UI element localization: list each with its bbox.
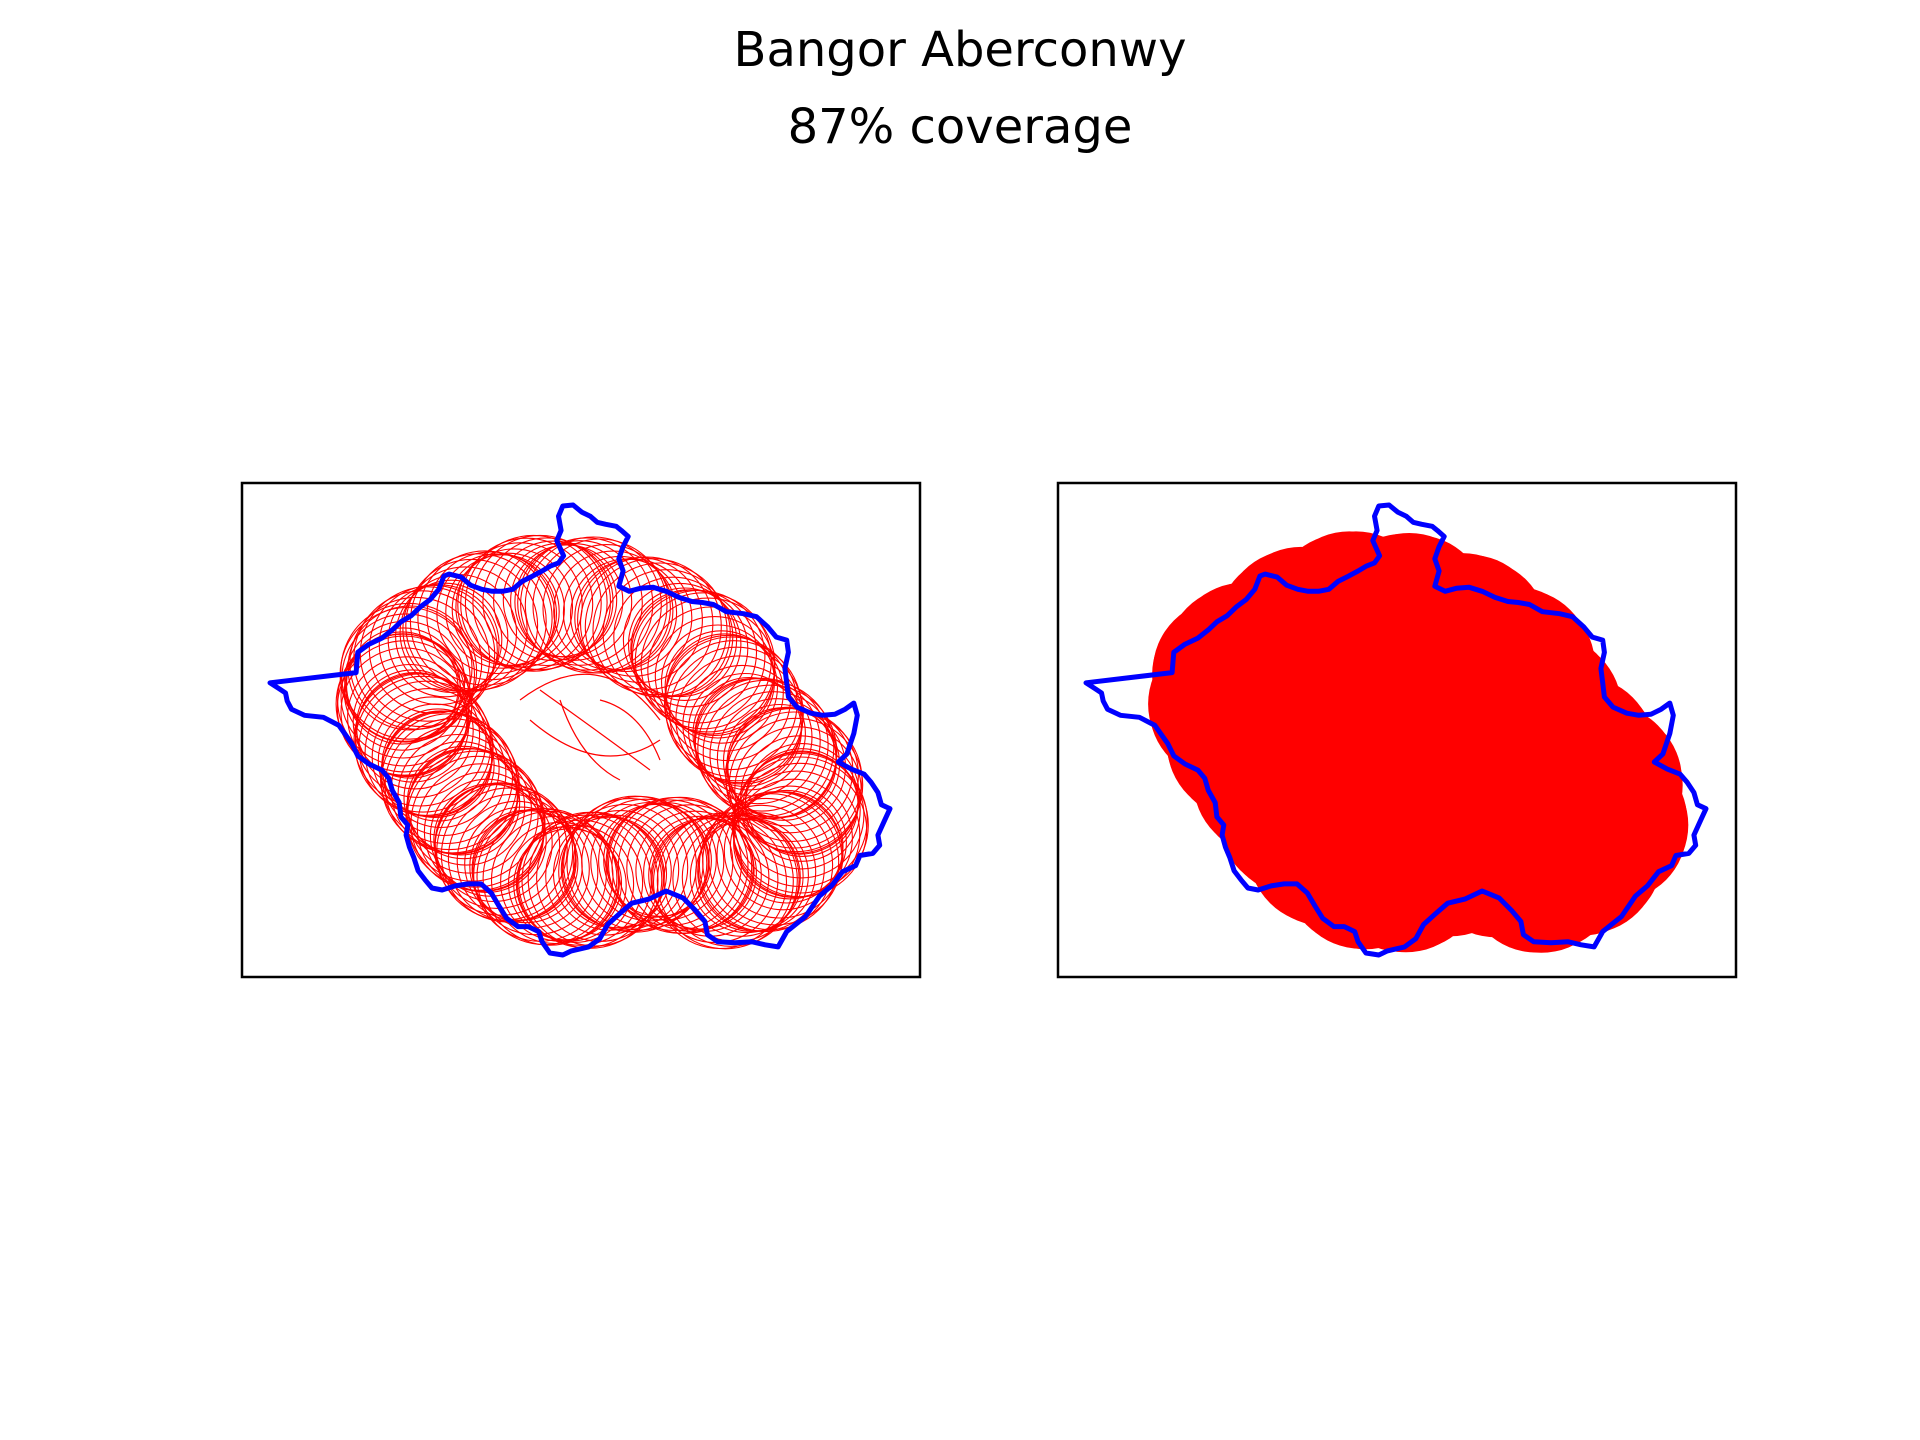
coverage-circle <box>406 745 521 860</box>
coverage-circle <box>561 803 689 931</box>
coverage-circle <box>516 819 644 946</box>
coverage-arc <box>599 699 661 761</box>
coverage-arc <box>559 699 621 781</box>
coverage-circle <box>340 647 470 777</box>
coverage-circle <box>681 817 801 937</box>
coverage-circle <box>510 544 624 658</box>
coverage-arc <box>519 673 661 721</box>
coverage-circle <box>517 540 643 666</box>
coverage-circle <box>335 635 473 773</box>
coverage-fill-circle <box>1430 690 1570 830</box>
coverage-subtitle: 87% coverage <box>787 99 1133 155</box>
coverage-circle <box>692 676 806 791</box>
coverage-circle <box>340 602 478 740</box>
coverage-circle <box>433 783 547 897</box>
coverage-circle <box>345 631 459 745</box>
coverage-circle <box>741 750 861 870</box>
coverage-circle <box>472 809 599 936</box>
coverage-circle <box>472 534 608 671</box>
coverage-circle <box>606 799 734 927</box>
coverage-circle <box>598 803 712 918</box>
coverage-circle <box>675 655 804 784</box>
panel-outlined-circles <box>240 481 922 979</box>
coverage-circle <box>563 798 697 932</box>
coverage-arc <box>539 689 651 771</box>
panel-frame <box>1056 481 1738 979</box>
coverage-circle <box>457 542 583 668</box>
coverage-area-filled <box>1148 531 1689 953</box>
coverage-circle <box>455 548 574 667</box>
coverage-circle <box>545 815 665 936</box>
coverage-circle <box>514 543 633 661</box>
coverage-arc <box>529 719 661 757</box>
coverage-circle <box>460 537 594 671</box>
coverage-circle <box>664 630 779 744</box>
figure-title: Bangor Aberconwy <box>733 22 1187 78</box>
coverage-circle <box>426 551 556 681</box>
coverage-circle <box>630 589 758 716</box>
coverage-circle <box>590 801 710 922</box>
coverage-circle <box>626 804 754 932</box>
coverage-circle <box>469 809 583 924</box>
coverage-circle <box>627 587 742 701</box>
coverage-circle <box>669 646 804 782</box>
coverage-circle <box>380 713 518 851</box>
coverage-circle <box>728 717 864 853</box>
coverage-circle <box>725 708 859 842</box>
coverage-circle <box>542 544 671 673</box>
coverage-fill-circle <box>1268 668 1412 812</box>
coverage-circle <box>359 586 496 722</box>
coverage-circle <box>445 554 560 669</box>
coverage-circle <box>694 677 829 812</box>
region-boundary-outline <box>267 502 893 958</box>
coverage-circle <box>607 796 743 932</box>
coverage-circle <box>689 819 804 934</box>
coverage-circle <box>381 708 495 822</box>
coverage-circle <box>733 785 847 900</box>
coverage-circle <box>574 558 693 677</box>
panel-frame <box>240 481 922 979</box>
coverage-circle <box>482 537 612 667</box>
coverage-circle <box>520 537 654 671</box>
coverage-circles-outlined <box>335 534 869 950</box>
coverage-circle <box>417 550 553 686</box>
coverage-circle <box>353 673 487 807</box>
coverage-fill-circle <box>1152 599 1297 744</box>
coverage-circle <box>532 538 668 674</box>
panel-filled-coverage <box>1056 481 1738 979</box>
region-boundary-outline <box>1083 502 1709 958</box>
